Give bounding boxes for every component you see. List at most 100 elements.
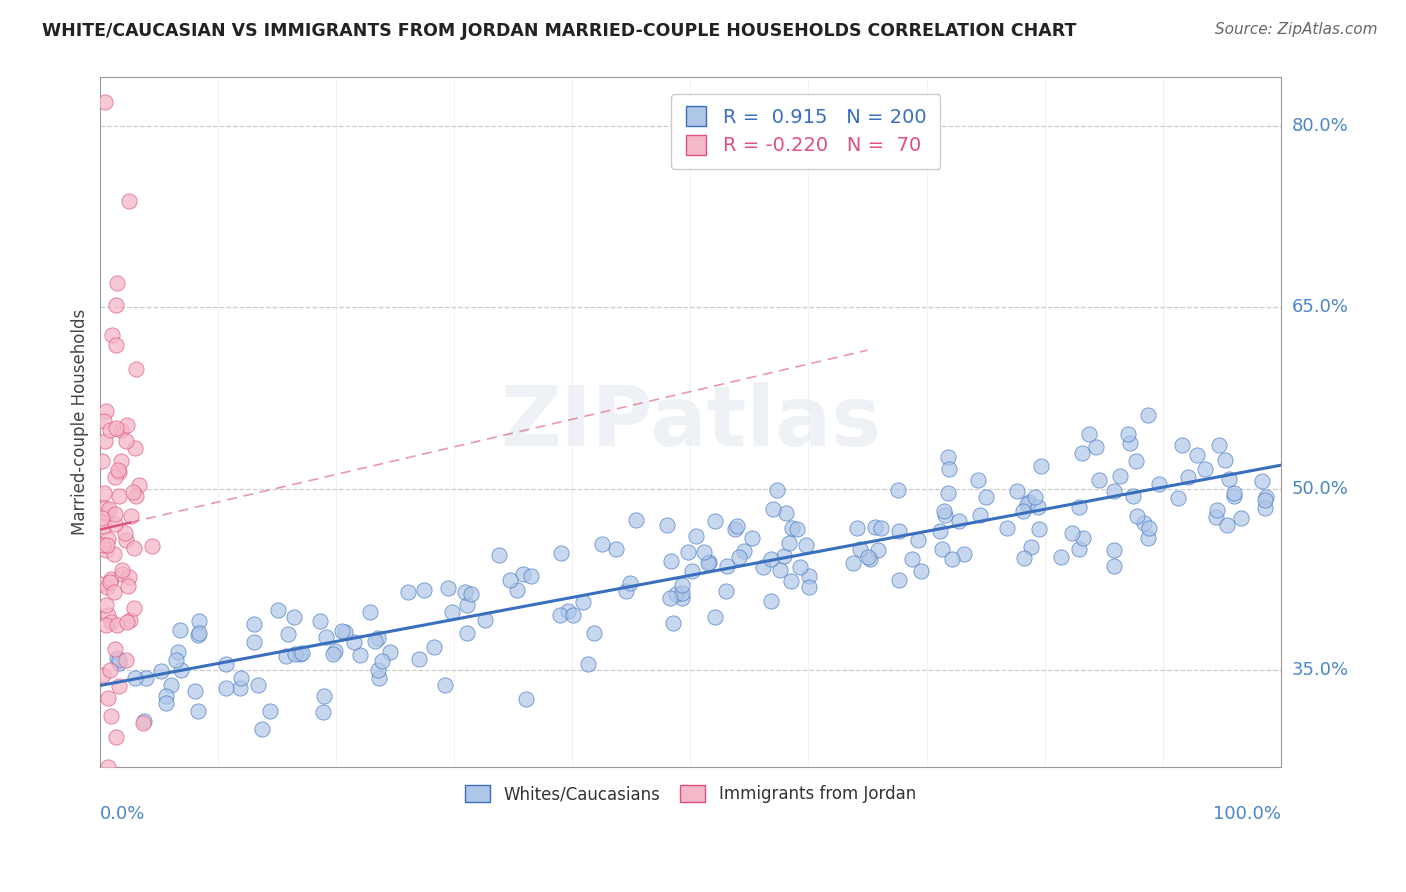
Point [1251, 474, 1274, 488]
Point [889, 574, 911, 588]
Point [662, 615, 685, 630]
Point [1019, 541, 1042, 555]
Point [100, 572, 122, 586]
Point [769, 563, 792, 577]
Point [98, 574, 121, 589]
Point [93, 538, 115, 552]
Point [974, 491, 997, 505]
Point [900, 552, 922, 566]
Point [108, 653, 131, 667]
Point [520, 569, 543, 583]
Point [288, 648, 311, 662]
Legend: Whites/Caucasians, Immigrants from Jordan: Whites/Caucasians, Immigrants from Jorda… [458, 779, 922, 810]
Point [184, 684, 207, 698]
Point [1015, 497, 1038, 511]
Point [845, 521, 868, 535]
Point [1194, 461, 1216, 475]
Point [115, 434, 138, 449]
Point [412, 583, 434, 598]
Point [169, 624, 191, 638]
Point [948, 514, 970, 528]
Point [1137, 521, 1160, 535]
Point [100, 615, 122, 629]
Point [778, 536, 800, 550]
Point [953, 547, 976, 561]
Point [115, 615, 138, 629]
Point [186, 704, 208, 718]
Point [936, 450, 959, 464]
Point [456, 626, 478, 640]
Point [98, 423, 121, 437]
Point [583, 626, 606, 640]
Point [1024, 490, 1046, 504]
Point [932, 504, 955, 518]
Point [118, 570, 141, 584]
Point [1085, 440, 1108, 454]
Point [693, 545, 716, 559]
Text: 0.0%: 0.0% [100, 805, 146, 823]
Point [94, 434, 117, 448]
Point [277, 627, 299, 641]
Point [1122, 489, 1144, 503]
Text: Source: ZipAtlas.com: Source: ZipAtlas.com [1215, 22, 1378, 37]
Point [714, 584, 737, 599]
Point [1215, 517, 1237, 532]
Point [94, 507, 117, 521]
Point [105, 276, 128, 290]
Point [167, 645, 190, 659]
Point [1208, 438, 1230, 452]
Point [100, 709, 122, 723]
Point [1078, 426, 1101, 441]
Point [576, 657, 599, 671]
Text: 65.0%: 65.0% [1292, 298, 1348, 316]
Point [1223, 490, 1246, 504]
Point [155, 690, 177, 704]
Point [1126, 508, 1149, 523]
Point [93, 518, 115, 533]
Point [124, 671, 146, 685]
Point [1073, 531, 1095, 545]
Point [499, 573, 522, 587]
Point [659, 591, 682, 605]
Point [863, 520, 886, 534]
Point [97, 532, 120, 546]
Point [474, 613, 496, 627]
Point [741, 531, 763, 545]
Point [665, 587, 688, 601]
Point [967, 473, 990, 487]
Point [859, 552, 882, 566]
Point [1012, 504, 1035, 518]
Point [423, 640, 446, 655]
Point [103, 585, 125, 599]
Point [789, 560, 811, 574]
Point [591, 537, 613, 551]
Point [437, 581, 460, 595]
Point [724, 522, 747, 536]
Point [1170, 438, 1192, 452]
Point [1125, 454, 1147, 468]
Point [887, 524, 910, 538]
Point [1070, 446, 1092, 460]
Point [104, 420, 127, 434]
Point [995, 521, 1018, 535]
Point [93, 485, 115, 500]
Point [283, 648, 305, 662]
Point [122, 484, 145, 499]
Point [96, 618, 118, 632]
Point [1132, 516, 1154, 530]
Point [685, 529, 707, 543]
Point [141, 539, 163, 553]
Point [931, 541, 953, 556]
Text: ZIPatlas: ZIPatlas [501, 382, 882, 463]
Point [1205, 510, 1227, 524]
Point [187, 615, 209, 629]
Point [1109, 469, 1132, 483]
Point [96, 598, 118, 612]
Point [155, 696, 177, 710]
Point [697, 555, 720, 569]
Point [187, 628, 209, 642]
Point [165, 653, 187, 667]
Point [103, 548, 125, 562]
Point [460, 587, 482, 601]
Point [557, 604, 579, 618]
